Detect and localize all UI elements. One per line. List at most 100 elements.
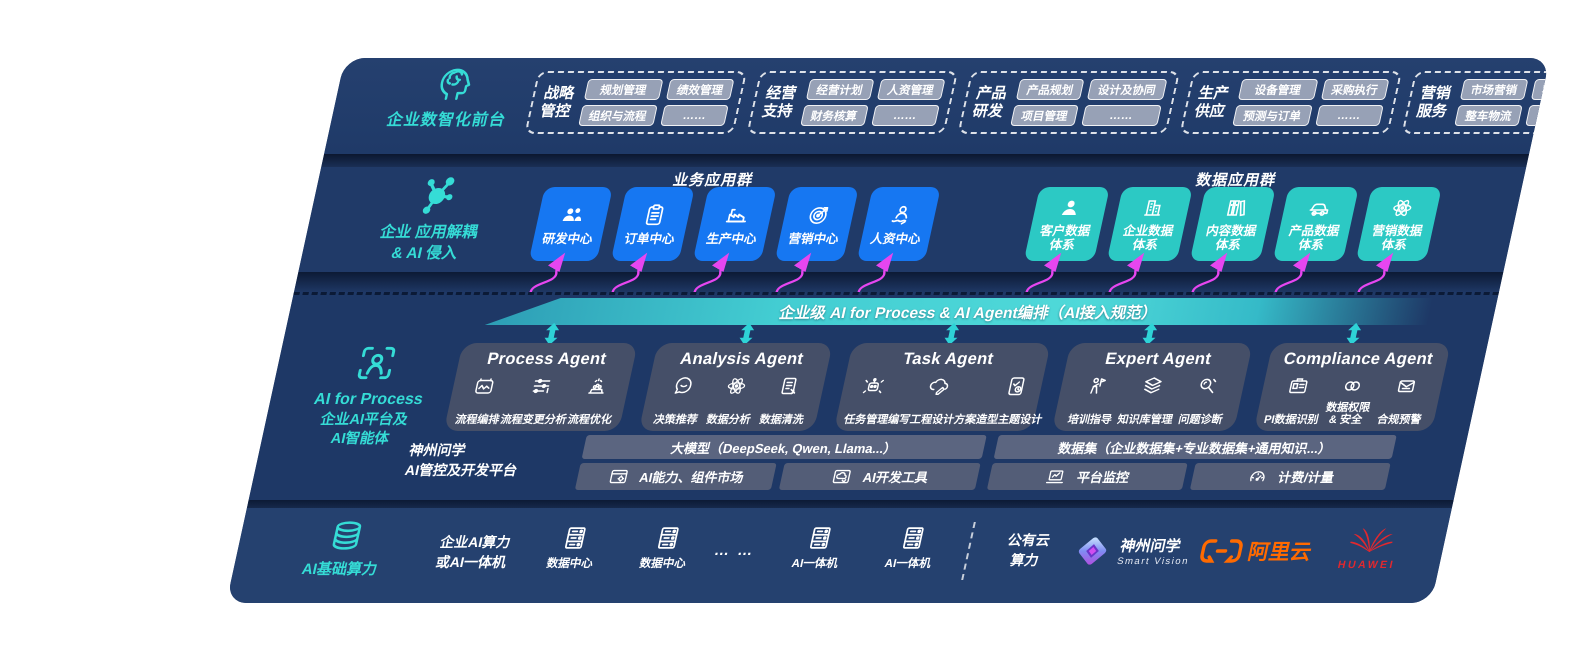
data-analysis-atom-icon [721,374,750,398]
teal-double-arrow [544,322,560,346]
atom-icon [1387,196,1418,220]
cell-label: 平台监控 [1075,470,1131,485]
app-box-label: 订单中心 [623,231,677,246]
training-icon [1083,374,1112,398]
band-separator [321,154,1530,167]
clipboard-icon [639,202,671,228]
capability-pill: 经营计划 [805,79,874,100]
decouple-band: 企业 应用解耦 & AI 侵入 业务应用群 研发中心 [298,167,1527,272]
capability-pill: 项目管理 [1010,105,1079,126]
ai-orchestration-banner: 企业级 AI for Process & AI Agent编排（AI接入规范） [485,298,1453,325]
agent-item-label: 造型主题设计 [974,413,1044,426]
agent-card-compliance[interactable]: Compliance Agent PI数据识别 数据权限 & 安全 合规预警 [1253,343,1451,431]
huawei-logo: HUAWEI [1325,522,1416,571]
app-box-label: 生产中心 [705,231,759,246]
gauge-icon [1244,466,1271,488]
platform-monitor-cell[interactable]: 平台监控 [986,463,1188,490]
agent-item-label: 知识库管理 [1116,413,1174,426]
front-office-groups: 战略管控 规划管理 绩效管理 组织与流程 …… 经营支持 经营计划 人资管理 财… [524,71,1550,134]
people-icon [556,202,590,228]
data-box-content[interactable]: 内容数据 体系 [1189,187,1276,261]
model-bar: 大模型（DeepSeek, Qwen, Llama...） [581,435,987,459]
molecule-icon [352,173,522,219]
banner-label: 企业级 AI for Process & AI Agent编排（AI接入规范） [777,304,1160,322]
ai-dev-tools-cell[interactable]: AI开发工具 [778,463,981,490]
window-gear-icon [605,466,632,488]
sliders-icon [526,374,555,398]
capability-pill: 市场营销 [1459,79,1529,100]
app-box-production-center[interactable]: 生产中心 [692,187,777,261]
agent-item-label: 流程编排 [454,413,501,426]
agent-item-label: 数据分析 [705,413,752,426]
server-icon [867,524,959,552]
capability-pill: 客户关系 [1530,79,1550,100]
node-label: AI一体机 [883,558,932,570]
car-icon [1303,196,1336,220]
huawei-label: HUAWEI [1336,559,1397,571]
capability-pill: 财务核算 [799,105,869,126]
data-box-product[interactable]: 产品数据 体系 [1272,187,1359,261]
band-separator [246,500,1454,508]
app-box-marketing-center[interactable]: 营销中心 [774,187,859,261]
brain-head-icon [365,62,544,104]
app-box-order-center[interactable]: 订单中心 [610,187,695,261]
laptop-chart-icon [1043,466,1070,488]
compute-label: AI基础算力 [300,561,379,578]
onprem-line1: 企业AI算力 [438,534,513,550]
app-box-hr-center[interactable]: 人资中心 [856,187,941,261]
dev-platform-row: 神州问学 AI管控及开发平台 大模型（DeepSeek, Qwen, Llama… [401,435,1397,490]
alicloud-logo: 阿里云 [1196,536,1315,566]
smartvision-en-label: Smart Vision [1116,556,1191,567]
teal-double-arrow [944,322,960,346]
group-title: 产品研发 [971,84,1009,120]
dataset-group: 数据集（企业数据集+专业数据集+通用知识...） 平台监控 计费/计量 [986,435,1397,490]
data-clean-doc-icon [774,374,803,398]
data-box-enterprise[interactable]: 企业数据 体系 [1106,187,1193,261]
billing-metering-cell[interactable]: 计费/计量 [1189,463,1391,490]
cell-label: AI能力、组件市场 [637,470,746,485]
public-cloud-line2: 算力 [1008,552,1041,569]
compute-label-block: AI基础算力 [267,518,420,579]
model-group: 大模型（DeepSeek, Qwen, Llama...） AI能力、组件市场 … [574,435,987,490]
target-icon [803,202,835,228]
agent-card-analysis[interactable]: Analysis Agent 决策推荐 数据分析 数据清洗 [638,343,833,431]
agent-card-expert[interactable]: Expert Agent 培训指导 知识库管理 问题诊断 [1051,343,1253,431]
dev-platform-label-line2: AI管控及开发平台 [403,461,520,478]
group-marketing-service: 营销服务 市场营销 客户关系 整车物流 …… [1400,71,1550,134]
agent-item-label: 合规预警 [1375,413,1423,426]
factory-icon [720,202,754,228]
app-box-rd-center[interactable]: 研发中心 [528,187,613,261]
ai-appliance-node: AI一体机 [863,524,959,571]
data-box-label: 客户数据 [1038,223,1092,238]
data-box-customer[interactable]: 客户数据 体系 [1023,187,1110,261]
decouple-label-line1: 企业 应用解耦 [378,224,480,241]
agent-title: Analysis Agent [678,350,806,368]
capability-pill: 组织与流程 [577,105,658,126]
huawei-petals-icon [1328,522,1416,558]
teal-double-arrow [1142,322,1158,346]
capability-pill: 采购执行 [1320,79,1389,100]
data-box-marketing[interactable]: 营销数据 体系 [1355,187,1442,261]
server-icon [529,524,621,552]
capability-pill: 绩效管理 [665,79,735,100]
capability-pill: 规划管理 [583,79,664,100]
knowledge-layers-icon [1138,374,1167,398]
smartvision-logo: 神州问学 Smart Vision [1069,532,1195,570]
cell-label: AI开发工具 [861,470,930,485]
agent-item-label: 决策推荐 [652,413,699,426]
public-cloud-line1: 公有云 [1006,532,1052,548]
agent-title: Expert Agent [1103,350,1214,368]
window-cloud-icon [829,466,856,488]
data-box-label: 产品数据 [1287,223,1341,238]
agent-card-process[interactable]: Process Agent 流程编排 流程变更分析 流程优化 [443,343,638,431]
data-permission-link-icon [1338,374,1367,398]
ai-platform-label-line2: 企业AI平台及 [318,412,410,428]
agent-card-task[interactable]: Task Agent 任务管理 编写工程设计方案 造型主题设计 [833,343,1051,431]
capability-pill: 人资管理 [876,79,945,100]
ai-capability-market-cell[interactable]: AI能力、组件市场 [574,463,777,490]
ai-process-band: 企业级 AI for Process & AI Agent编排（AI接入规范） … [247,292,1499,503]
group-strategy: 战略管控 规划管理 绩效管理 组织与流程 …… [524,71,748,134]
agent-item-label: 编写工程设计方案 [886,413,978,426]
data-box-label: 企业数据 [1121,223,1175,238]
dev-platform-label-line1: 神州问学 [407,442,468,458]
